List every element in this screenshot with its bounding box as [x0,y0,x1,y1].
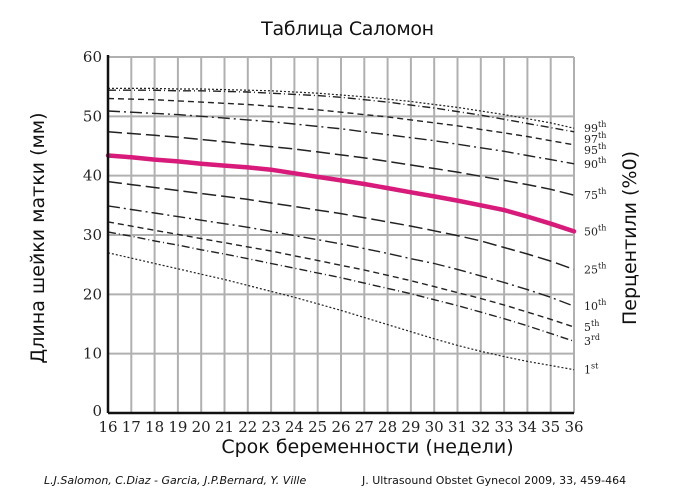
percentile-line-25th [107,180,575,271]
axes-lines [106,55,574,415]
percentile-label-3rd: 3rd [584,333,600,348]
x-tick-label: 22 [238,418,257,436]
y-tick-label: 60 [83,48,102,66]
x-tick-label: 23 [262,418,281,436]
percentile-label-1st: 1st [584,362,599,377]
x-tick-label: 20 [192,418,211,436]
x-tick-label: 36 [564,418,583,436]
x-tick-label: 31 [448,418,467,436]
x-tick-label: 28 [378,418,397,436]
x-tick-label: 17 [122,418,141,436]
y-tick-label: 50 [83,107,102,125]
percentile-label-95th: 95th [584,142,606,157]
percentile-label-99th: 99th [584,120,606,135]
citation-authors: L.J.Salomon, C.Diaz - Garcia, J.P.Bernar… [44,474,307,487]
percentile-label-90th: 90th [584,156,606,171]
y-tick-label: 30 [83,226,102,244]
x-tick-label: 19 [168,418,187,436]
citation-journal: J. Ultrasound Obstet Gynecol 2009, 33, 4… [362,474,627,487]
percentile-label-50th: 50th [584,223,606,238]
right-axis-label: Перцентили (%0) [619,151,641,325]
x-tick-label: 33 [495,418,514,436]
percentile-line-99th [108,87,575,129]
x-tick-label: 32 [471,418,490,436]
axis-ticks: 16 17 18 19 20 21 22 23 24 25 26 27 28 29 30 31 32 33 34 35… [83,48,584,436]
x-axis-label: Срок беременности (недели) [221,436,514,458]
y-tick-label: 0 [92,402,102,420]
percentile-label-25th: 25th [584,261,606,276]
x-tick-label: 21 [215,418,234,436]
percentile-line-90th [107,110,575,165]
percentile-line-1st [107,252,575,371]
percentile-line-97th [108,89,575,133]
x-tick-label: 35 [541,418,560,436]
x-tick-label: 25 [308,418,327,436]
y-tick-label: 10 [83,345,102,363]
x-tick-label: 18 [145,418,164,436]
x-tick-label: 29 [401,418,420,436]
percentile-label-75th: 75th [584,187,606,202]
x-tick-label: 30 [425,418,444,436]
y-tick-label: 20 [83,285,102,303]
x-tick-label: 26 [331,418,350,436]
percentile-line-10th [107,205,575,307]
percentile-line-50th [105,153,577,234]
chart-title: Таблица Саломон [261,18,434,40]
x-tick-label: 16 [98,418,117,436]
y-tick-label: 40 [83,167,102,185]
percentile-line-3rd [107,231,575,342]
percentile-label-10th: 10th [584,298,606,313]
percentile-label-5th: 5th [584,319,599,334]
x-tick-label: 24 [285,418,304,436]
percentile-label-97th: 97th [584,131,606,146]
x-tick-label: 34 [518,418,537,436]
percentile-line-95th [107,97,575,146]
percentile-lines [105,87,577,371]
x-tick-label: 27 [355,418,374,436]
y-axis-label: Длина шейки матки (мм) [27,112,49,364]
percentile-line-75th [107,131,575,196]
